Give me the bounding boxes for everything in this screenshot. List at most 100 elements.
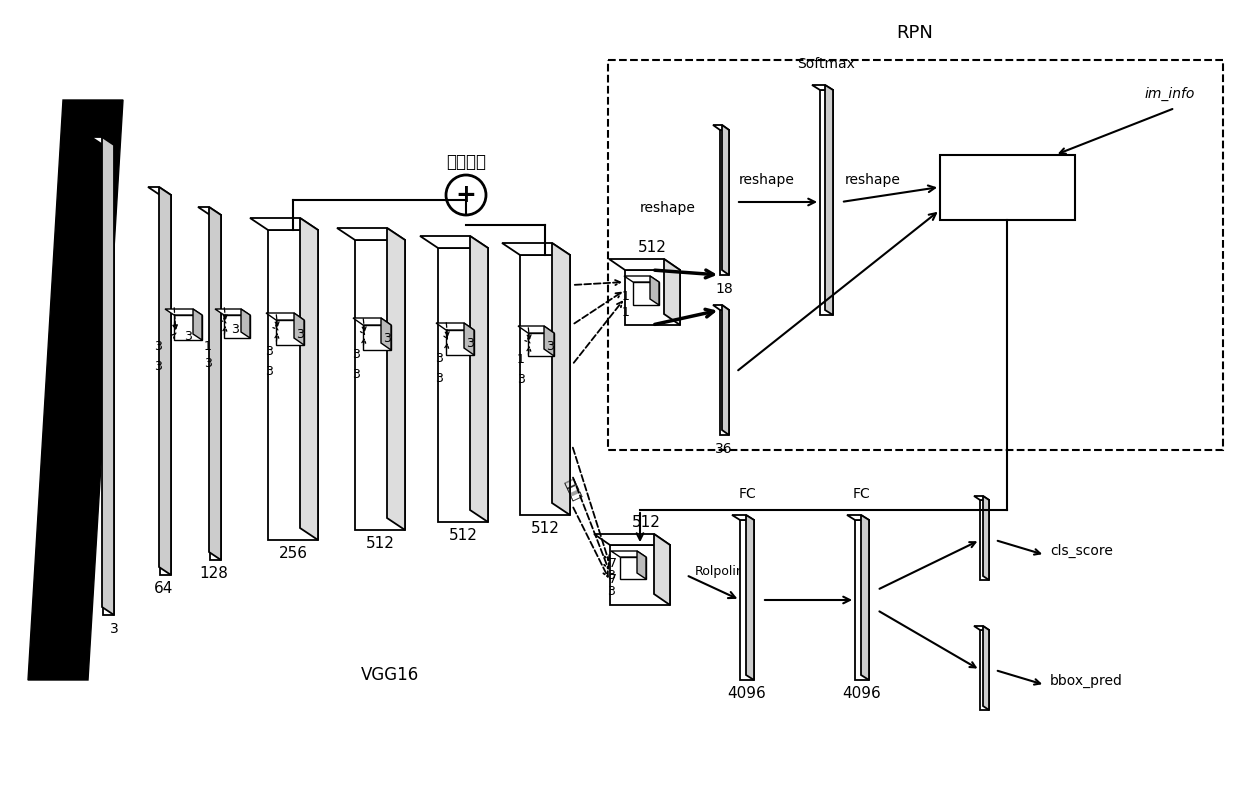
Text: 18: 18 xyxy=(715,282,733,296)
Polygon shape xyxy=(637,551,646,579)
Polygon shape xyxy=(632,282,658,305)
Polygon shape xyxy=(720,130,729,275)
Text: 36: 36 xyxy=(715,442,733,456)
Polygon shape xyxy=(856,520,869,680)
Polygon shape xyxy=(594,534,670,545)
Text: 3: 3 xyxy=(352,348,360,361)
Text: reshape: reshape xyxy=(739,173,795,187)
Text: 256: 256 xyxy=(279,546,308,561)
Text: 3: 3 xyxy=(546,340,554,353)
Text: 滤波图: 滤波图 xyxy=(562,477,583,503)
Polygon shape xyxy=(722,125,729,275)
Polygon shape xyxy=(159,187,171,575)
Polygon shape xyxy=(663,259,680,325)
Polygon shape xyxy=(210,215,221,560)
FancyBboxPatch shape xyxy=(940,155,1075,220)
Text: 3: 3 xyxy=(435,372,443,385)
Polygon shape xyxy=(267,313,304,320)
Text: +: + xyxy=(455,183,476,207)
Text: 7: 7 xyxy=(609,557,618,570)
Polygon shape xyxy=(973,626,990,630)
Text: 3: 3 xyxy=(109,622,118,636)
Text: 512: 512 xyxy=(631,515,661,530)
Polygon shape xyxy=(983,496,990,580)
Polygon shape xyxy=(812,85,833,90)
Text: 7: 7 xyxy=(609,573,618,586)
Text: FC: FC xyxy=(738,487,756,501)
Text: 512: 512 xyxy=(366,536,394,551)
Polygon shape xyxy=(980,630,990,710)
Polygon shape xyxy=(241,309,250,338)
Text: 512: 512 xyxy=(637,240,666,255)
Text: 3: 3 xyxy=(296,328,304,341)
Text: Softmax: Softmax xyxy=(797,57,854,71)
Polygon shape xyxy=(973,496,990,500)
Text: proposals: proposals xyxy=(970,180,1044,195)
Text: 3: 3 xyxy=(352,368,360,381)
Polygon shape xyxy=(502,243,570,255)
Polygon shape xyxy=(713,125,729,130)
Text: 3: 3 xyxy=(265,345,273,358)
Polygon shape xyxy=(625,270,680,325)
Text: 3: 3 xyxy=(383,332,391,345)
Polygon shape xyxy=(611,551,646,557)
Polygon shape xyxy=(544,326,554,356)
Text: reshape: reshape xyxy=(640,201,696,215)
Polygon shape xyxy=(198,207,221,215)
Polygon shape xyxy=(300,218,317,540)
Polygon shape xyxy=(210,207,221,560)
Polygon shape xyxy=(983,626,990,710)
Polygon shape xyxy=(713,305,729,310)
Text: 512: 512 xyxy=(531,521,559,536)
Polygon shape xyxy=(720,310,729,435)
Polygon shape xyxy=(653,534,670,605)
Polygon shape xyxy=(224,315,250,338)
Polygon shape xyxy=(650,276,658,305)
Text: Rolpoling: Rolpoling xyxy=(694,565,753,578)
Polygon shape xyxy=(250,218,317,230)
Polygon shape xyxy=(620,557,646,579)
Polygon shape xyxy=(174,315,202,340)
Polygon shape xyxy=(464,323,474,355)
Text: 1: 1 xyxy=(517,353,525,366)
Text: 3: 3 xyxy=(608,585,615,598)
Polygon shape xyxy=(732,515,754,520)
Text: 特征融合: 特征融合 xyxy=(446,153,486,171)
Polygon shape xyxy=(29,100,123,680)
Polygon shape xyxy=(610,545,670,605)
Text: 1: 1 xyxy=(622,306,630,319)
Polygon shape xyxy=(294,313,304,345)
Text: 3: 3 xyxy=(435,352,443,365)
Text: 64: 64 xyxy=(154,581,174,596)
Polygon shape xyxy=(277,320,304,345)
Polygon shape xyxy=(528,333,554,356)
Text: 3: 3 xyxy=(205,357,212,370)
Text: 512: 512 xyxy=(449,528,477,543)
Polygon shape xyxy=(420,236,489,248)
Polygon shape xyxy=(102,137,114,615)
Text: 128: 128 xyxy=(200,566,228,581)
Text: 1: 1 xyxy=(622,290,630,303)
Text: bbox_pred: bbox_pred xyxy=(1050,674,1123,688)
Polygon shape xyxy=(381,318,391,350)
Text: 3: 3 xyxy=(231,323,239,336)
Polygon shape xyxy=(436,323,474,330)
Text: FC: FC xyxy=(853,487,870,501)
Text: 3: 3 xyxy=(154,360,162,373)
Polygon shape xyxy=(722,305,729,435)
Polygon shape xyxy=(861,515,869,680)
Text: cls_score: cls_score xyxy=(1050,544,1112,558)
Text: 1: 1 xyxy=(205,340,212,353)
Polygon shape xyxy=(438,248,489,522)
Polygon shape xyxy=(746,515,754,680)
Polygon shape xyxy=(552,243,570,515)
Polygon shape xyxy=(740,520,754,680)
Polygon shape xyxy=(268,230,317,540)
Text: im_info: im_info xyxy=(1145,87,1195,101)
Text: 4096: 4096 xyxy=(728,686,766,701)
Text: 3: 3 xyxy=(466,337,474,350)
Polygon shape xyxy=(518,326,554,333)
Polygon shape xyxy=(353,318,391,325)
Polygon shape xyxy=(363,325,391,350)
Polygon shape xyxy=(820,90,833,315)
